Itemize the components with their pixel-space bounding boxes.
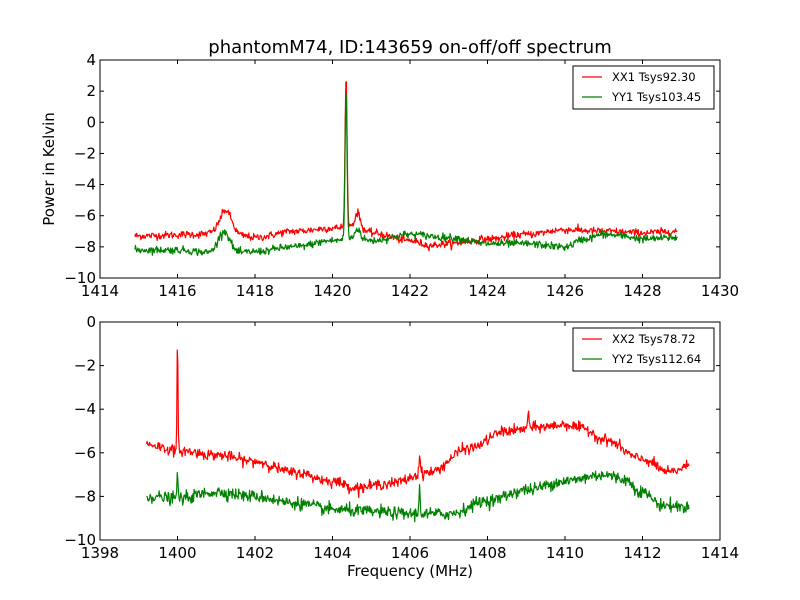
x-tick-label: 1414 — [81, 282, 119, 300]
legend-box — [572, 327, 715, 372]
y-tick-label: 0 — [86, 313, 96, 331]
lower-series-group — [145, 349, 690, 523]
x-tick-label: 1412 — [623, 544, 661, 562]
x-tick-label: 1416 — [158, 282, 196, 300]
upper-series-group — [134, 81, 678, 257]
x-tick-label: 1430 — [701, 282, 739, 300]
legend-box — [572, 65, 715, 110]
x-tick-label: 1406 — [391, 544, 429, 562]
x-tick-label: 1402 — [236, 544, 274, 562]
x-tick-label: 1404 — [313, 544, 351, 562]
y-tick-label: −6 — [74, 444, 96, 462]
x-tick-label: 1422 — [391, 282, 429, 300]
y-tick-label: −8 — [74, 487, 96, 505]
x-tick-label: 1398 — [81, 544, 119, 562]
series-line-xx2 — [145, 349, 690, 499]
y-tick-label: 0 — [86, 113, 96, 131]
y-tick-label: −4 — [74, 400, 96, 418]
x-tick-label: 1410 — [546, 544, 584, 562]
y-tick-label: −10 — [64, 531, 96, 549]
x-tick-label: 1408 — [468, 544, 506, 562]
legend-label: YY2 Tsys112.64 — [611, 352, 701, 366]
y-axis-title: Power in Kelvin — [40, 112, 58, 226]
x-axis-title: Frequency (MHz) — [347, 562, 473, 580]
series-line-yy2 — [146, 470, 690, 523]
x-tick-label: 1428 — [623, 282, 661, 300]
upper-panel: 1414 1416 1418 1420 1422 1424 1426 1428 1430 −10 −… — [64, 51, 739, 300]
x-tick-label: 1424 — [468, 282, 506, 300]
legend-label: XX2 Tsys78.72 — [612, 332, 696, 346]
lower-legend: XX2 Tsys78.72 YY2 Tsys112.64 — [572, 327, 715, 372]
chart-title: phantomM74, ID:143659 on-off/off spectru… — [208, 37, 611, 58]
x-tick-label: 1414 — [701, 544, 739, 562]
y-tick-label: −2 — [74, 357, 96, 375]
x-tick-label: 1418 — [236, 282, 274, 300]
series-line-xx1 — [134, 81, 678, 252]
x-tick-label: 1420 — [313, 282, 351, 300]
x-tick-label: 1426 — [546, 282, 584, 300]
x-tick-label: 1400 — [158, 544, 196, 562]
y-tick-label: 2 — [86, 82, 96, 100]
legend-label: YY1 Tsys103.45 — [611, 90, 701, 104]
upper-legend: XX1 Tsys92.30 YY1 Tsys103.45 — [572, 65, 715, 110]
series-line-yy1 — [134, 93, 678, 257]
legend-label: XX1 Tsys92.30 — [612, 70, 696, 84]
y-tick-label: −8 — [74, 238, 96, 256]
y-tick-label: 4 — [86, 51, 96, 69]
lower-panel: 1398 1400 1402 1404 1406 1408 1410 1412 1414 −10 −… — [64, 313, 739, 562]
y-tick-label: −6 — [74, 207, 96, 225]
y-tick-label: −2 — [74, 144, 96, 162]
y-tick-label: −10 — [64, 269, 96, 287]
y-tick-label: −4 — [74, 176, 96, 194]
